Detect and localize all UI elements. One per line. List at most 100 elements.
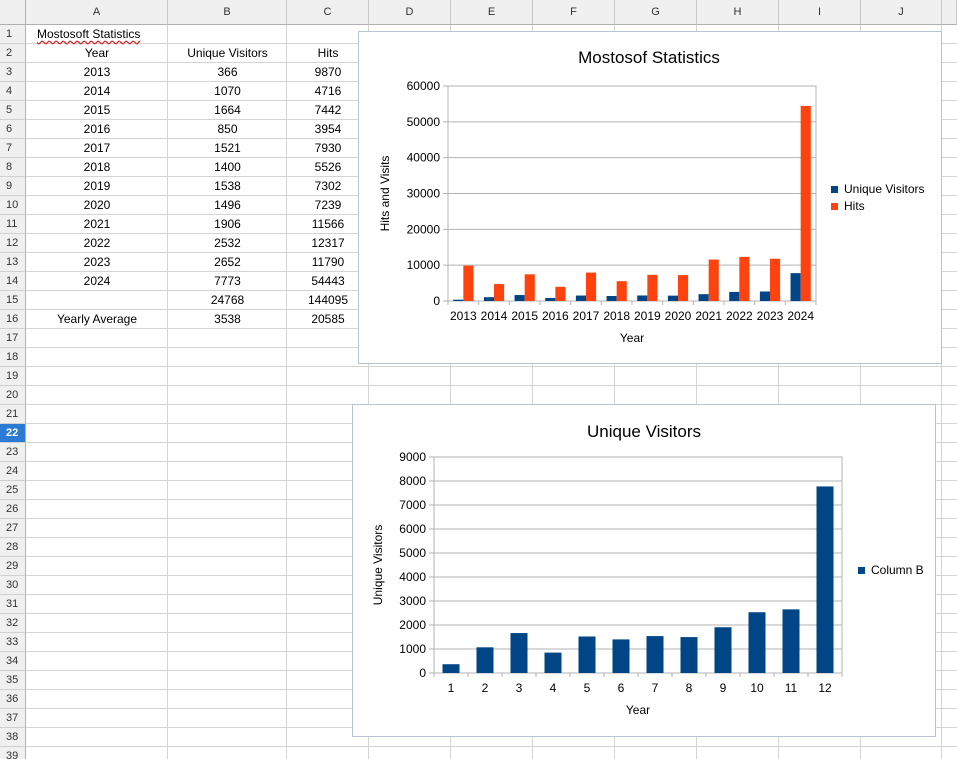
statistics-chart[interactable]: Mostosof Statistics 0 10000 20000 30000 40000… (358, 31, 942, 364)
row-header-23[interactable]: 23 (0, 443, 26, 462)
row-header-15[interactable]: 15 (0, 291, 26, 310)
row-header-16[interactable]: 16 (0, 310, 26, 329)
chart1-bar-series1[interactable] (545, 297, 556, 301)
row-header-5[interactable]: 5 (0, 101, 26, 120)
average-hits-cell[interactable]: 20585 (311, 312, 345, 326)
column-header-g[interactable]: G (615, 0, 697, 25)
row-header-10[interactable]: 10 (0, 196, 26, 215)
row-header-22[interactable]: 22 (0, 424, 26, 443)
row-header-1[interactable]: 1 (0, 25, 26, 44)
data-cell[interactable]: 1521 (214, 141, 241, 155)
row-header-8[interactable]: 8 (0, 158, 26, 177)
chart2-bar-series1[interactable] (544, 652, 562, 673)
chart1-bar-series2[interactable] (555, 286, 566, 301)
chart1-bar-series1[interactable] (514, 295, 525, 301)
data-cell[interactable]: 2018 (83, 160, 111, 174)
row-header-4[interactable]: 4 (0, 82, 26, 101)
chart1-bar-series1[interactable] (790, 273, 801, 301)
header-hits-cell[interactable]: Hits (317, 46, 339, 60)
header-year-cell[interactable]: Year (84, 46, 110, 60)
row-header-24[interactable]: 24 (0, 462, 26, 481)
data-cell[interactable]: 2016 (83, 122, 111, 136)
row-header-11[interactable]: 11 (0, 215, 26, 234)
chart1-bar-series1[interactable] (698, 294, 709, 301)
column-header-d[interactable]: D (369, 0, 451, 25)
column-header-a[interactable]: A (26, 0, 168, 25)
row-header-12[interactable]: 12 (0, 234, 26, 253)
chart1-bar-series1[interactable] (483, 297, 494, 301)
row-header-30[interactable]: 30 (0, 576, 26, 595)
chart1-bar-series2[interactable] (770, 258, 781, 301)
data-cell[interactable]: 4716 (314, 84, 342, 98)
total-unique-visitors-cell[interactable]: 24768 (210, 293, 245, 307)
chart2-bar-series1[interactable] (510, 633, 528, 673)
column-header-b[interactable]: B (168, 0, 287, 25)
chart2-bar-series1[interactable] (646, 636, 664, 673)
chart2-bar-series1[interactable] (714, 627, 732, 673)
data-cell[interactable]: 2015 (83, 103, 111, 117)
data-cell[interactable]: 11566 (311, 217, 345, 231)
data-cell[interactable]: 1400 (214, 160, 241, 174)
row-header-14[interactable]: 14 (0, 272, 26, 291)
chart1-bar-series2[interactable] (616, 281, 627, 301)
column-header-h[interactable]: H (697, 0, 779, 25)
chart2-bar-series1[interactable] (816, 486, 834, 673)
data-cell[interactable]: 2014 (83, 84, 111, 98)
row-header-25[interactable]: 25 (0, 481, 26, 500)
chart1-bar-series2[interactable] (708, 259, 719, 301)
chart1-bar-series2[interactable] (494, 284, 505, 301)
data-cell[interactable]: 7442 (314, 103, 342, 117)
column-header-f[interactable]: F (533, 0, 615, 25)
row-header-27[interactable]: 27 (0, 519, 26, 538)
data-cell[interactable]: 2017 (83, 141, 111, 155)
row-header-37[interactable]: 37 (0, 709, 26, 728)
row-header-32[interactable]: 32 (0, 614, 26, 633)
data-cell[interactable]: 1906 (214, 217, 241, 231)
chart1-bar-series1[interactable] (575, 295, 586, 301)
chart1-bar-series2[interactable] (524, 274, 535, 301)
row-header-19[interactable]: 19 (0, 367, 26, 386)
data-cell[interactable]: 2024 (83, 274, 111, 288)
row-header-36[interactable]: 36 (0, 690, 26, 709)
chart1-bar-series1[interactable] (759, 291, 770, 301)
row-header-13[interactable]: 13 (0, 253, 26, 272)
data-cell[interactable]: 9870 (314, 65, 342, 79)
row-header-17[interactable]: 17 (0, 329, 26, 348)
data-cell[interactable]: 2023 (83, 255, 111, 269)
chart2-bar-series1[interactable] (612, 639, 630, 673)
data-cell[interactable]: 12317 (311, 236, 345, 250)
data-cell[interactable]: 2652 (214, 255, 241, 269)
column-header-c[interactable]: C (287, 0, 369, 25)
column-header-i[interactable]: I (779, 0, 861, 25)
data-cell[interactable]: 7930 (314, 141, 342, 155)
chart2-bar-series1[interactable] (578, 636, 596, 673)
data-cell[interactable]: 3954 (314, 122, 342, 136)
row-header-20[interactable]: 20 (0, 386, 26, 405)
data-cell[interactable]: 2532 (214, 236, 241, 250)
data-cell[interactable]: 1070 (214, 84, 241, 98)
data-cell[interactable]: 7302 (314, 179, 342, 193)
chart1-bar-series1[interactable] (606, 295, 617, 301)
chart1-bar-series1[interactable] (453, 299, 464, 301)
row-header-28[interactable]: 28 (0, 538, 26, 557)
data-cell[interactable]: 1664 (214, 103, 241, 117)
data-cell[interactable]: 5526 (314, 160, 342, 174)
row-header-35[interactable]: 35 (0, 671, 26, 690)
chart2-bar-series1[interactable] (442, 664, 460, 673)
yearly-average-label-cell[interactable]: Yearly Average (56, 312, 138, 326)
data-cell[interactable]: 2013 (83, 65, 111, 79)
data-cell[interactable]: 2020 (83, 198, 111, 212)
row-header-39[interactable]: 39 (0, 747, 26, 759)
chart2-bar-series1[interactable] (748, 612, 766, 673)
row-header-21[interactable]: 21 (0, 405, 26, 424)
chart1-bar-series2[interactable] (678, 275, 689, 301)
data-cell[interactable]: 2021 (83, 217, 111, 231)
row-header-34[interactable]: 34 (0, 652, 26, 671)
data-cell[interactable]: 7239 (314, 198, 342, 212)
data-cell[interactable]: 11790 (311, 255, 345, 269)
chart1-bar-series2[interactable] (647, 274, 658, 301)
chart1-bar-series2[interactable] (586, 272, 597, 301)
data-cell[interactable]: 7773 (214, 274, 241, 288)
row-header-18[interactable]: 18 (0, 348, 26, 367)
row-header-9[interactable]: 9 (0, 177, 26, 196)
